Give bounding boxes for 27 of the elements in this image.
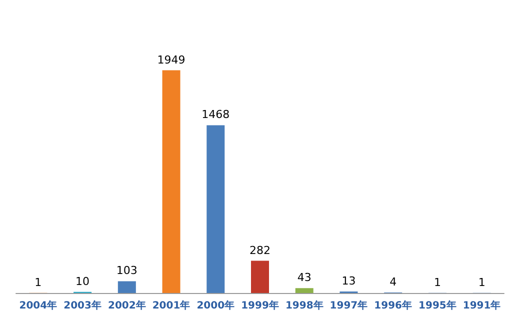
x-tick-label: 2004年 bbox=[19, 300, 58, 312]
bar bbox=[251, 260, 269, 293]
data-label: 1949 bbox=[157, 53, 186, 66]
x-tick-label: 1996年 bbox=[374, 300, 412, 312]
x-tick-label: 2000年 bbox=[196, 300, 235, 312]
data-label: 43 bbox=[297, 271, 312, 284]
x-tick-label: 1995年 bbox=[418, 300, 456, 312]
x-tick-label: 2003年 bbox=[64, 300, 102, 312]
data-label: 282 bbox=[250, 244, 270, 257]
bar bbox=[162, 70, 180, 293]
bar bbox=[118, 281, 136, 293]
data-label: 4 bbox=[390, 276, 397, 289]
data-label: 13 bbox=[342, 274, 356, 288]
x-tick-label: 1991年 bbox=[462, 300, 501, 312]
x-tick-label: 2002年 bbox=[108, 300, 146, 312]
x-tick-label: 1999年 bbox=[241, 300, 279, 312]
data-label: 1 bbox=[34, 276, 42, 289]
bar bbox=[206, 125, 225, 293]
bar bbox=[295, 288, 314, 293]
data-label: 103 bbox=[116, 264, 138, 278]
x-tick-label: 1998年 bbox=[285, 300, 324, 312]
data-label: 1 bbox=[478, 276, 486, 289]
x-tick-label: 2001年 bbox=[152, 300, 190, 312]
data-label: 1 bbox=[434, 276, 441, 289]
data-label: 10 bbox=[76, 274, 90, 288]
x-tick-label: 1997年 bbox=[330, 300, 368, 312]
data-label: 1468 bbox=[202, 108, 230, 122]
